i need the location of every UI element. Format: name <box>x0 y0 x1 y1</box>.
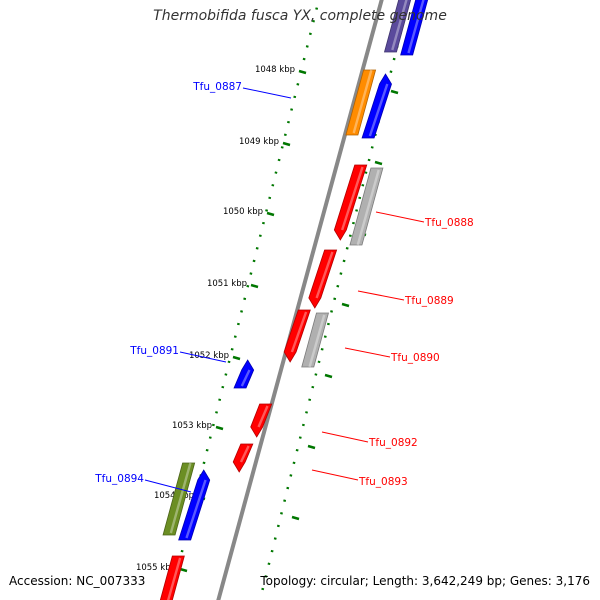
scale-tick <box>250 283 259 289</box>
gene-Tfu_0888-shade <box>356 169 380 246</box>
scale-tick-label: 1048 kbp <box>255 65 295 75</box>
gene-Tfu_0887b-shade <box>368 83 389 137</box>
gene-top-blue <box>400 0 429 56</box>
scale-tick <box>341 302 350 308</box>
scale-tick-label: 1049 kbp <box>239 137 279 147</box>
gene-label-Tfu_0891: Tfu_0891 <box>129 345 179 357</box>
scale-tick <box>291 515 300 521</box>
scale-tick <box>390 89 399 95</box>
genome-backbone <box>216 0 384 600</box>
gene-bottom-red-shade <box>166 557 182 600</box>
leader-Tfu_0890 <box>344 347 391 358</box>
scale-tick <box>307 444 316 450</box>
gene-label-Tfu_0889: Tfu_0889 <box>404 295 454 307</box>
scale-tick-label: 1052 kbp <box>189 351 229 361</box>
leader-Tfu_0892 <box>321 431 369 443</box>
gene-label-Tfu_0887: Tfu_0887 <box>192 81 242 93</box>
scale-tick <box>266 211 275 217</box>
scale-tick <box>324 373 333 379</box>
scale-tick-label: 1055 kbp <box>136 563 176 573</box>
scale-tick <box>374 160 383 166</box>
gene-Tfu_0894b <box>178 469 211 541</box>
gene-Tfu_0894b-shade <box>185 479 207 539</box>
gene-Tfu_0890b-shade <box>308 314 326 368</box>
accession-text: Accession: NC_007333 <box>9 574 146 588</box>
scale-tick <box>215 425 224 431</box>
gene-Tfu_0891-shade <box>240 369 251 387</box>
gene-Tfu_0891 <box>233 359 255 389</box>
gene-label-Tfu_0892: Tfu_0892 <box>368 437 418 449</box>
scale-tick <box>298 69 307 75</box>
leader-Tfu_0893 <box>311 469 359 481</box>
scale-tick-label: 1051 kbp <box>207 279 247 289</box>
gene-Tfu_0893-shade <box>239 445 250 463</box>
gene-label-Tfu_0888: Tfu_0888 <box>424 217 474 229</box>
scale-tick <box>179 567 188 573</box>
gene-Tfu_0893 <box>232 443 254 473</box>
gene-Tfu_0894 <box>162 462 196 536</box>
gene-label-Tfu_0894: Tfu_0894 <box>94 473 144 485</box>
gene-bottom-red <box>159 555 185 600</box>
gene-Tfu_0894-shade <box>169 462 192 534</box>
leader-Tfu_0888 <box>375 211 425 223</box>
gene-Tfu_0892-shade <box>257 405 269 428</box>
gene-Tfu_0888 <box>349 167 384 246</box>
leader-Tfu_0889 <box>357 290 405 301</box>
page-title: Thermobifida fusca YX, complete genome <box>153 8 447 24</box>
leader-Tfu_0891 <box>179 351 227 363</box>
gene-Tfu_0887-shade <box>352 69 373 134</box>
gene-Tfu_0887 <box>345 69 377 136</box>
genome-summary-text: Topology: circular; Length: 3,642,249 bp… <box>260 574 590 588</box>
scale-tick-label: 1050 kbp <box>223 207 263 217</box>
gene-Tfu_0888a-shade <box>340 166 364 231</box>
scale-tick-label: 1053 kbp <box>172 421 212 431</box>
gene-Tfu_0889 <box>308 249 338 309</box>
gene-Tfu_0890b <box>301 312 329 368</box>
gene-Tfu_0889-shade <box>315 251 334 299</box>
gene-Tfu_0887b <box>361 73 392 139</box>
leader-Tfu_0894 <box>144 479 192 493</box>
gene-Tfu_0890 <box>283 309 311 363</box>
leader-Tfu_0887 <box>242 87 292 99</box>
scale-tick <box>232 355 241 361</box>
gene-Tfu_0890-shade <box>290 311 308 353</box>
gene-label-Tfu_0890: Tfu_0890 <box>390 352 440 364</box>
gene-Tfu_0888a <box>333 164 368 241</box>
gene-top-purple-shade <box>391 0 408 51</box>
gene-Tfu_0892 <box>250 403 273 438</box>
gene-label-Tfu_0893: Tfu_0893 <box>358 476 408 488</box>
scale-tick <box>282 141 291 147</box>
gene-top-blue-shade <box>407 0 425 54</box>
gene-top-purple <box>383 0 412 53</box>
